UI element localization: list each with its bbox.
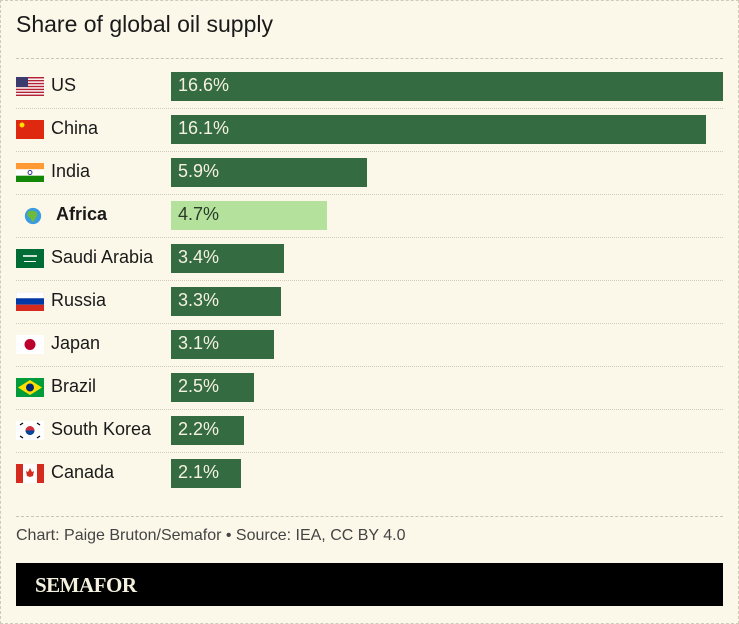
value-label: 4.7% bbox=[178, 204, 220, 224]
bar bbox=[171, 244, 285, 273]
bar-row: India 5.9% bbox=[0, 151, 739, 194]
category-label: Japan bbox=[51, 333, 101, 353]
source-credit: Chart: Paige Bruton/Semafor • Source: IE… bbox=[16, 527, 406, 544]
value-label: 2.2% bbox=[178, 419, 220, 439]
value-label: 3.1% bbox=[178, 333, 220, 353]
value-label: 16.6% bbox=[178, 75, 230, 95]
canada-flag-icon bbox=[16, 464, 44, 483]
value-label: 16.1% bbox=[178, 118, 230, 138]
category-label: US bbox=[51, 75, 77, 95]
bar-row: South Korea 2.2% bbox=[0, 409, 739, 452]
bar-row: China 16.1% bbox=[0, 108, 739, 151]
row-divider bbox=[16, 366, 723, 367]
value-label: 5.9% bbox=[178, 161, 220, 181]
bar-row: Russia 3.3% bbox=[0, 280, 739, 323]
saudi-arabia-flag-icon bbox=[16, 249, 44, 268]
row-divider bbox=[16, 151, 723, 152]
bar-row: Japan 3.1% bbox=[0, 323, 739, 366]
china-flag-icon bbox=[16, 120, 44, 139]
category-label: Canada bbox=[51, 462, 115, 482]
bar bbox=[171, 373, 255, 402]
row-divider bbox=[16, 237, 723, 238]
us-flag-icon bbox=[16, 77, 44, 96]
bar bbox=[171, 287, 281, 316]
russia-flag-icon bbox=[16, 292, 44, 311]
globe-africa-icon bbox=[24, 207, 42, 225]
bar bbox=[171, 330, 275, 359]
title-divider bbox=[16, 58, 723, 59]
bar bbox=[171, 72, 723, 101]
footer-divider bbox=[16, 516, 723, 517]
row-divider bbox=[16, 452, 723, 453]
value-label: 3.4% bbox=[178, 247, 220, 267]
category-label: South Korea bbox=[51, 419, 152, 439]
bar-row: Canada 2.1% bbox=[0, 452, 739, 495]
logo-bar: SEMAFOR bbox=[16, 563, 723, 606]
category-label: Brazil bbox=[51, 376, 97, 396]
bar-row: Africa 4.7% bbox=[0, 194, 739, 237]
row-divider bbox=[16, 280, 723, 281]
chart-title: Share of global oil supply bbox=[16, 11, 273, 37]
row-divider bbox=[16, 194, 723, 195]
semafor-logo: SEMAFOR bbox=[35, 573, 137, 597]
category-label: India bbox=[51, 161, 91, 181]
value-label: 3.3% bbox=[178, 290, 220, 310]
bar bbox=[171, 158, 368, 187]
bar-row: Saudi Arabia 3.4% bbox=[0, 237, 739, 280]
brazil-flag-icon bbox=[16, 378, 44, 397]
value-label: 2.5% bbox=[178, 376, 220, 396]
bar-row: Brazil 2.5% bbox=[0, 366, 739, 409]
row-divider bbox=[16, 323, 723, 324]
bar bbox=[171, 201, 328, 230]
south-korea-flag-icon bbox=[16, 421, 44, 440]
row-divider bbox=[16, 108, 723, 109]
bar bbox=[171, 459, 241, 488]
bar bbox=[171, 416, 245, 445]
bar-row: US 16.6% bbox=[0, 65, 739, 108]
category-label: China bbox=[51, 118, 99, 138]
japan-flag-icon bbox=[16, 335, 44, 354]
category-label: Russia bbox=[51, 290, 107, 310]
bar bbox=[171, 115, 707, 144]
india-flag-icon bbox=[16, 163, 44, 182]
row-divider bbox=[16, 409, 723, 410]
value-label: 2.1% bbox=[178, 462, 220, 482]
category-label: Africa bbox=[56, 204, 108, 224]
category-label: Saudi Arabia bbox=[51, 247, 154, 267]
